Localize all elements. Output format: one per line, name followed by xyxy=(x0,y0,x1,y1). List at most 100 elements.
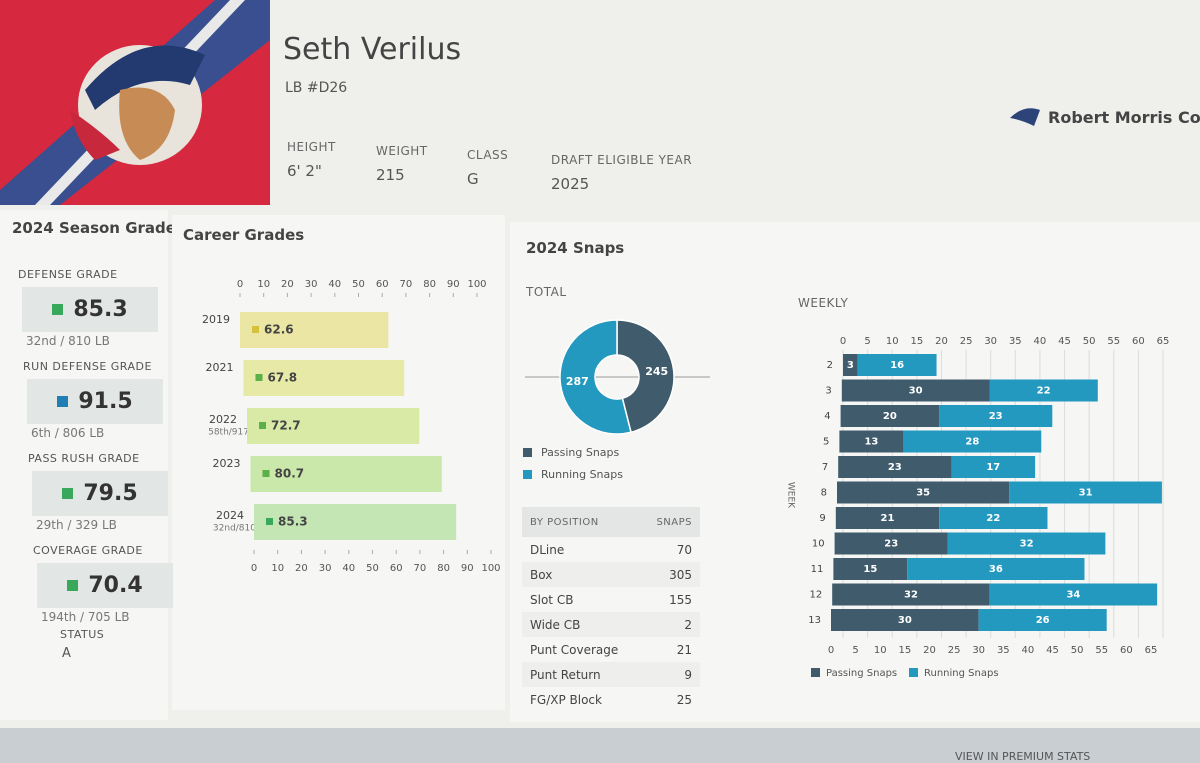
bar-dot xyxy=(266,518,273,525)
bio-value: G xyxy=(467,170,479,188)
bar xyxy=(254,504,457,540)
grade-value: 79.5 xyxy=(83,481,138,506)
bar xyxy=(240,312,389,348)
bar-segment xyxy=(907,558,1085,580)
x-tick-label: 10 xyxy=(257,279,270,290)
x-tick-label: 0 xyxy=(237,279,243,290)
category-label: 4 xyxy=(824,411,830,422)
table-cell: 9 xyxy=(684,667,692,682)
category-label: 13 xyxy=(808,615,821,626)
bar-value-label: 28 xyxy=(965,437,979,448)
header-cell: BY POSITION xyxy=(530,516,599,528)
legend-label: Passing Snaps xyxy=(826,668,897,679)
bio-value: 215 xyxy=(376,166,405,184)
x-tick-label: 10 xyxy=(271,563,284,574)
grade-box: 79.5 xyxy=(32,471,168,516)
category-label: 2 xyxy=(827,360,833,371)
x-tick-label: 80 xyxy=(437,563,450,574)
grade-swatch xyxy=(62,488,74,499)
bio-value: 6' 2" xyxy=(287,162,322,180)
slice-label: 287 xyxy=(566,375,589,388)
table-row: Slot CB 155 xyxy=(522,587,700,612)
table-cell: 305 xyxy=(669,567,692,582)
legend-swatch xyxy=(523,448,532,457)
table-cell: 21 xyxy=(676,642,692,657)
x-tick-label: 100 xyxy=(481,563,500,574)
category-label: 2023 xyxy=(213,457,241,470)
grade-label: PASS RUSH GRADE xyxy=(28,452,140,465)
bar-value-label: 23 xyxy=(888,462,902,473)
bar-segment xyxy=(989,379,1098,402)
bar-value-label: 13 xyxy=(864,437,878,448)
x-tick-label: 65 xyxy=(1145,645,1158,656)
grade-label: COVERAGE GRADE xyxy=(33,544,143,557)
bar-value-label: 15 xyxy=(863,564,877,575)
premium-link[interactable]: VIEW IN PREMIUM STATS xyxy=(955,750,1091,763)
x-tick-label: 60 xyxy=(376,279,389,290)
table-cell: Punt Return xyxy=(530,667,601,682)
bar-segment xyxy=(833,558,908,580)
team-name: Robert Morris Coloni xyxy=(1048,108,1200,127)
header-cell: SNAPS xyxy=(656,516,692,528)
bar-value-label: 21 xyxy=(881,513,895,524)
grade-swatch xyxy=(57,396,69,407)
grade-rank: 32nd / 810 LB xyxy=(26,334,110,348)
x-tick-label: 15 xyxy=(910,336,923,347)
grade-label: RUN DEFENSE GRADE xyxy=(23,360,152,373)
category-sublabel: 32nd/810 xyxy=(213,524,256,534)
table-row: DLine 70 xyxy=(522,537,700,562)
x-tick-label: 35 xyxy=(997,645,1010,656)
x-tick-label: 25 xyxy=(960,336,973,347)
bar-segment xyxy=(903,430,1042,453)
x-tick-label: 50 xyxy=(1071,645,1084,656)
table-cell: 25 xyxy=(676,692,692,707)
bar-value-label: 26 xyxy=(1036,615,1050,626)
banner xyxy=(0,0,270,205)
weekly-title: WEEKLY xyxy=(798,296,849,310)
bar-value-label: 22 xyxy=(1037,386,1051,397)
x-tick-label: 40 xyxy=(328,279,341,290)
bar-value-label: 36 xyxy=(989,564,1003,575)
total-title: TOTAL xyxy=(526,285,567,299)
bar-value-label: 23 xyxy=(989,411,1003,422)
y-axis-label: WEEK xyxy=(786,482,796,509)
category-sublabel: 58th/917 xyxy=(208,428,249,438)
x-tick-label: 60 xyxy=(1120,645,1133,656)
grade-box: 85.3 xyxy=(22,287,158,332)
bar-value-label: 32 xyxy=(1020,539,1034,550)
table-cell: 155 xyxy=(669,592,692,607)
x-tick-label: 50 xyxy=(1083,336,1096,347)
bar-value-label: 22 xyxy=(986,513,1000,524)
category-label: 7 xyxy=(822,462,828,473)
bar-value-label: 17 xyxy=(986,462,1000,473)
category-label: 8 xyxy=(821,488,827,499)
x-tick-label: 20 xyxy=(295,563,308,574)
table-row: Wide CB 2 xyxy=(522,612,700,637)
x-tick-label: 90 xyxy=(447,279,460,290)
bar-value-label: 20 xyxy=(883,411,897,422)
x-tick-label: 65 xyxy=(1157,336,1170,347)
table-cell: 70 xyxy=(676,542,692,557)
bar-value-label: 34 xyxy=(1066,590,1080,601)
category-label: 2022 xyxy=(209,413,237,426)
bar xyxy=(250,456,442,492)
bar-segment xyxy=(951,456,1036,478)
x-tick-label: 60 xyxy=(390,563,403,574)
bar-value-label: 30 xyxy=(909,386,923,397)
team-logo xyxy=(1010,108,1040,126)
weekly-chart: 0055101015152020252530303535404045455050… xyxy=(786,336,1170,679)
legend-label: Running Snaps xyxy=(541,468,623,481)
legend-label: Passing Snaps xyxy=(541,446,620,459)
legend-label: Running Snaps xyxy=(924,668,999,679)
grade-swatch xyxy=(52,304,64,315)
grade-value: 85.3 xyxy=(73,297,128,322)
x-tick-label: 0 xyxy=(251,563,257,574)
status-value: A xyxy=(62,646,71,661)
category-label: 12 xyxy=(809,590,822,601)
bar-segment xyxy=(939,507,1048,529)
x-tick-label: 50 xyxy=(366,563,379,574)
category-label: 5 xyxy=(823,437,829,448)
bio-value: 2025 xyxy=(551,175,590,193)
player-name: Seth Verilus xyxy=(283,32,462,67)
